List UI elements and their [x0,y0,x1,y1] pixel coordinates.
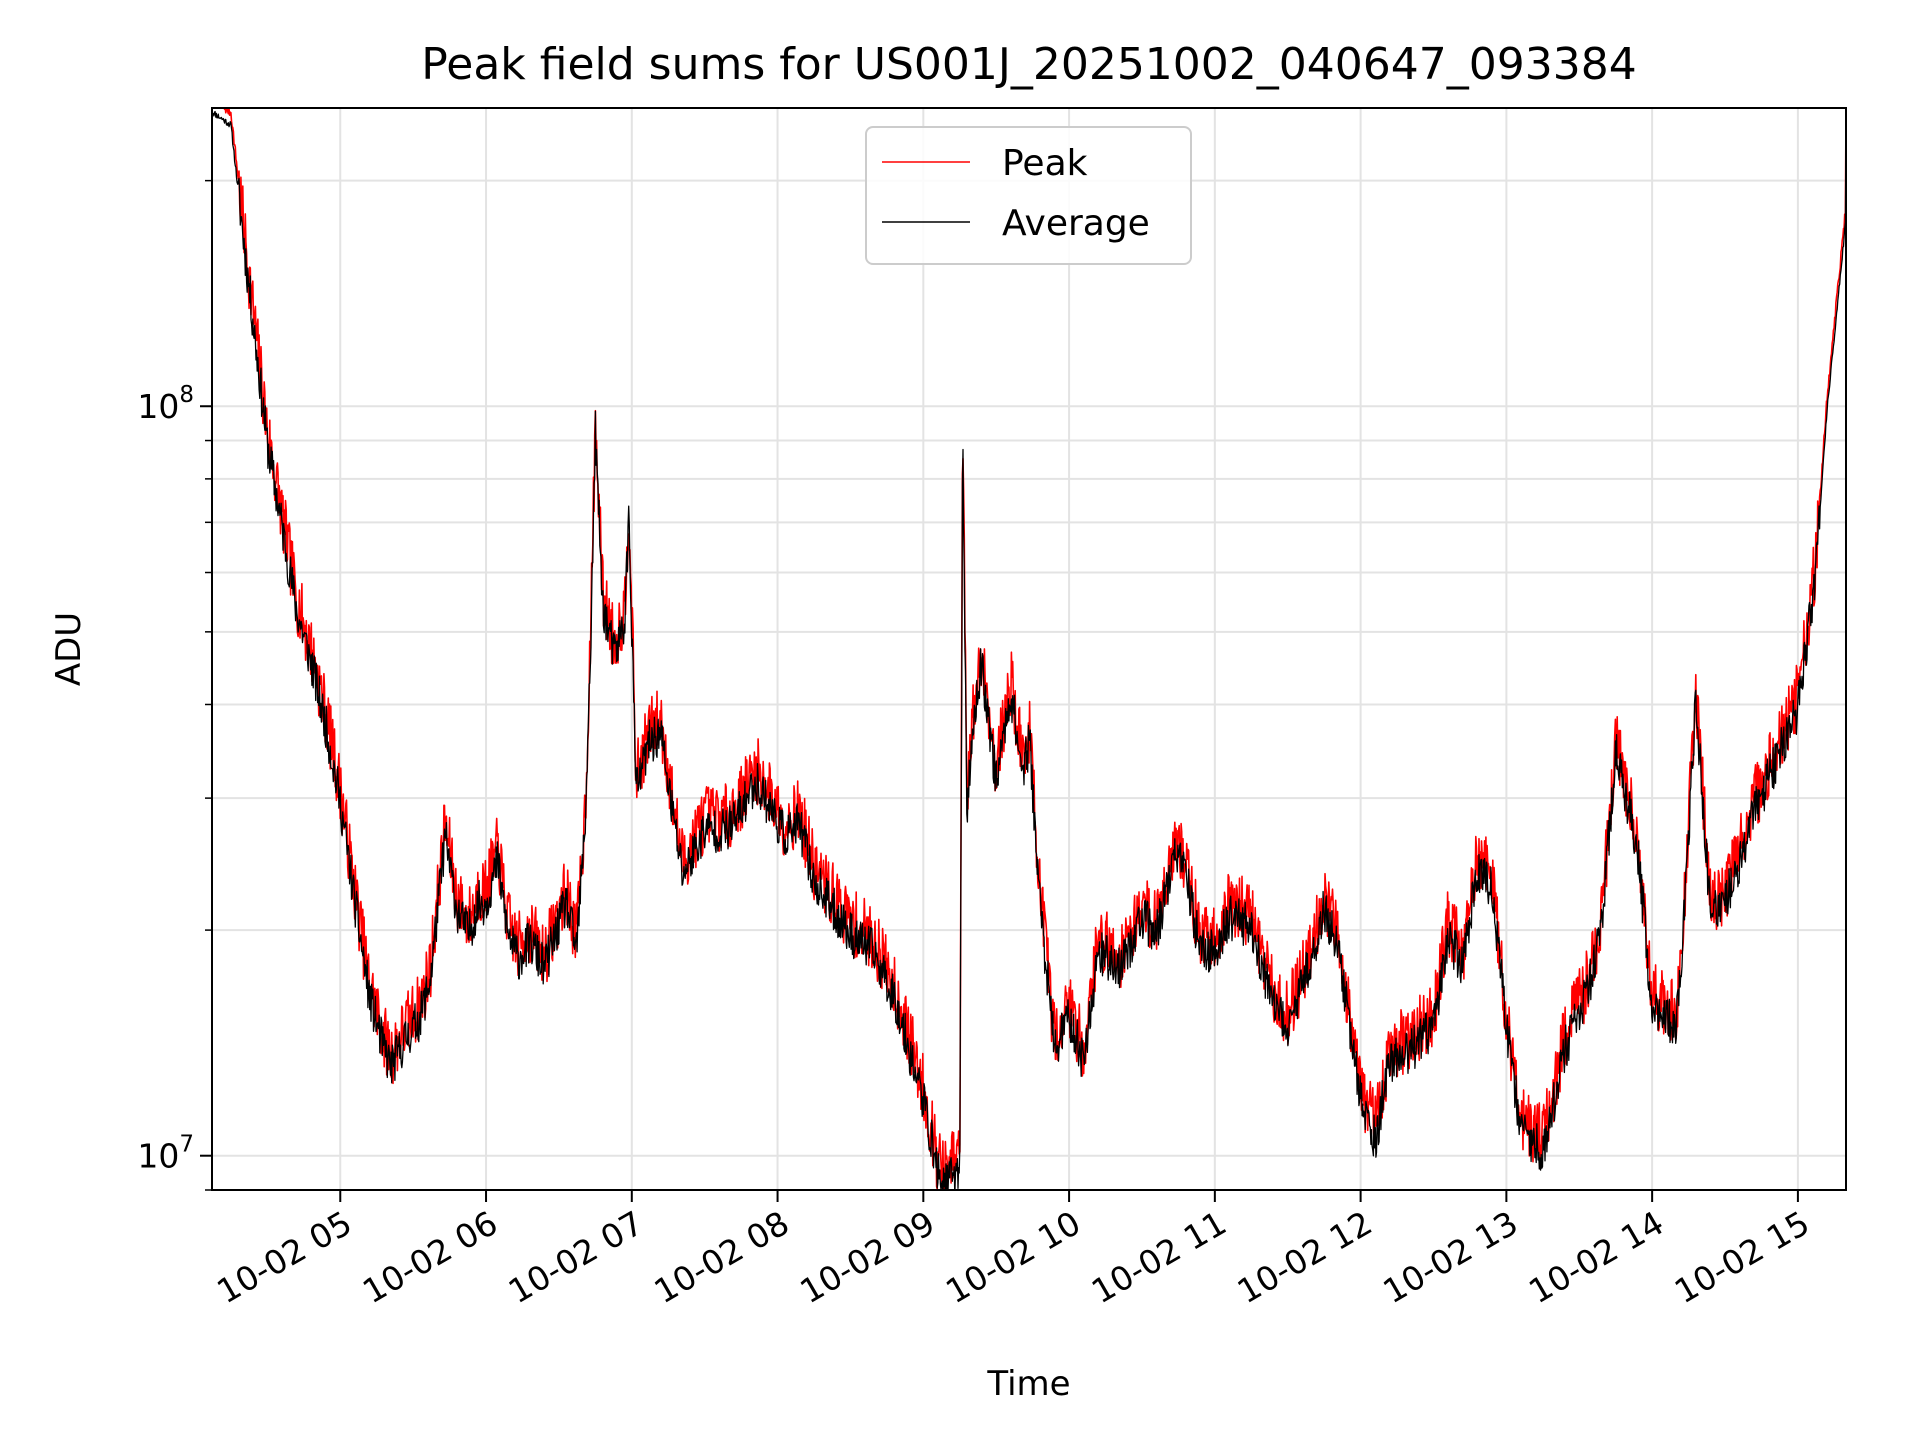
series-line-average [212,110,1846,1190]
legend-label-average: Average [1002,203,1150,244]
y-axis-label: ADU [49,612,89,686]
y-tick-label: 107 [137,1132,194,1176]
series-layer [212,108,1846,1190]
series-line-peak [212,108,1846,1190]
chart-title: Peak field sums for US001J_20251002_0406… [421,39,1636,90]
plot-frame [211,107,1847,1191]
x-axis-label: Time [986,1364,1070,1404]
legend: Peak Average [865,126,1192,265]
y-tick-label: 108 [137,382,194,426]
legend-label-peak: Peak [1002,143,1088,184]
